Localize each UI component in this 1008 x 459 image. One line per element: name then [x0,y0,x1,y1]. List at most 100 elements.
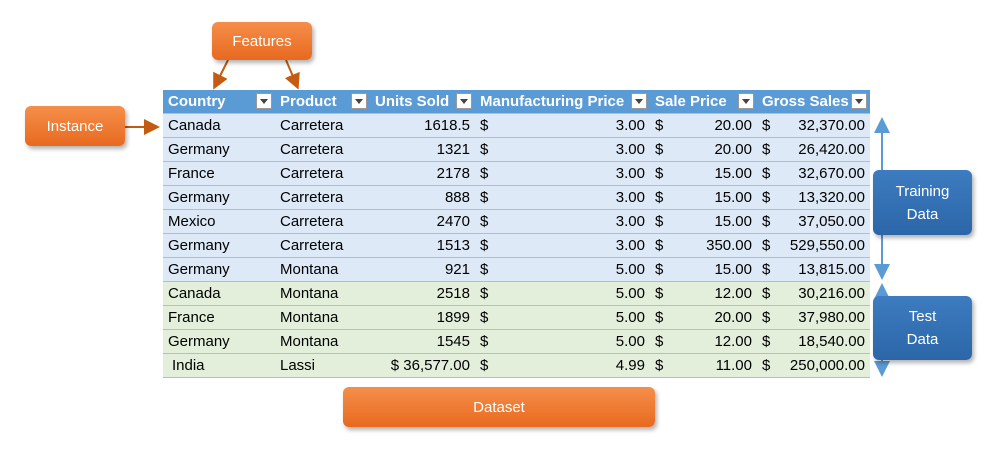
table-cell: $250,000.00 [757,354,870,377]
header-text: Product [280,93,337,110]
currency: $ [762,333,771,350]
filter-button[interactable] [456,93,472,109]
filter-button[interactable] [738,93,754,109]
currency: $ [480,141,489,158]
filter-button[interactable] [256,93,272,109]
instance-callout: Instance [25,106,125,146]
features-arrow [284,59,300,90]
table-cell: $20.00 [650,114,757,137]
table-row: Canada Carretera 1618.5 $3.00 $20.00 $32,370.… [163,114,870,138]
cell-text: 5.00 [615,333,645,350]
header-text: Units Sold [375,93,450,110]
cell-text: 20.00 [714,309,752,326]
currency: $ [762,165,771,182]
cell-text: 13,320.00 [798,189,865,206]
table-cell: $37,980.00 [757,306,870,329]
table-cell: $18,540.00 [757,330,870,353]
cell-text: Mexico [168,213,216,230]
table-cell: $3.00 [475,162,650,185]
currency: $ [655,309,664,326]
cell-text: 37,980.00 [798,309,865,326]
cell-text: 1545 [436,333,470,350]
cell-text: 1321 [436,141,470,158]
table-cell: $13,320.00 [757,186,870,209]
cell-text: Canada [168,117,221,134]
cell-text: 3.00 [615,213,645,230]
currency: $ [762,357,771,374]
table-row: Germany Montana 921 $5.00 $15.00 $13,815.00 [163,258,870,282]
table-cell: France [163,162,275,185]
cell-text: 888 [444,189,470,206]
table-cell: $15.00 [650,210,757,233]
table-cell: $13,815.00 [757,258,870,281]
currency: $ [762,285,771,302]
cell-text: 37,050.00 [798,213,865,230]
cell-text: Montana [280,309,339,326]
cell-text: Carretera [280,237,344,254]
table-cell: $26,420.00 [757,138,870,161]
currency: $ [655,237,664,254]
table-cell: $3.00 [475,186,650,209]
cell-text: 32,370.00 [798,117,865,134]
table-cell: $4.99 [475,354,650,377]
table-row: Germany Carretera 1321 $3.00 $20.00 $26,420.0… [163,138,870,162]
cell-text: 12.00 [714,285,752,302]
currency: $ [655,357,664,374]
table-cell: $5.00 [475,282,650,305]
cell-text: 11.00 [715,357,752,374]
cell-text: 921 [444,261,470,278]
filter-button[interactable] [851,93,867,109]
cell-text: Germany [168,237,230,254]
table-cell: 1618.5 [370,114,475,137]
table-cell: Carretera [275,234,370,257]
header-cell: Product [275,90,370,113]
currency: $ [480,261,489,278]
currency: $ [480,309,489,326]
cell-text: France [168,165,215,182]
table-cell: India [163,354,275,377]
table-cell: 2470 [370,210,475,233]
table-row: Canada Montana 2518 $5.00 $12.00 $30,216.00 [163,282,870,306]
cell-text: 30,216.00 [798,285,865,302]
filter-button[interactable] [351,93,367,109]
currency: $ [762,213,771,230]
table: Country Product Units Sold Manufacturing Pr… [163,90,870,378]
table-cell: $3.00 [475,138,650,161]
cell-text: 3.00 [615,237,645,254]
cell-text: 5.00 [615,285,645,302]
table-cell: $350.00 [650,234,757,257]
currency: $ [655,117,664,134]
cell-text: 32,670.00 [798,165,865,182]
cell-text: 2178 [436,165,470,182]
table-cell: $11.00 [650,354,757,377]
header-cell: Units Sold [370,90,475,113]
table-cell: 921 [370,258,475,281]
table-cell: $ 36,577.00 [370,354,475,377]
table-cell: Montana [275,282,370,305]
header-cell: Sale Price [650,90,757,113]
currency: $ [480,237,489,254]
cell-text: 15.00 [714,213,752,230]
table-row: Mexico Carretera 2470 $3.00 $15.00 $37,050.00 [163,210,870,234]
table-row: Germany Carretera 888 $3.00 $15.00 $13,320.00 [163,186,870,210]
cell-text: 5.00 [615,309,645,326]
table-cell: Canada [163,282,275,305]
cell-text: 15.00 [714,189,752,206]
cell-text: Carretera [280,117,344,134]
table-row: France Carretera 2178 $3.00 $15.00 $32,670.00 [163,162,870,186]
cell-text: Carretera [280,189,344,206]
currency: $ [480,165,489,182]
table-cell: $32,370.00 [757,114,870,137]
header-text: Manufacturing Price [480,93,625,110]
cell-text: 3.00 [615,141,645,158]
table-cell: $3.00 [475,210,650,233]
cell-text: 250,000.00 [789,357,865,374]
cell-text: Lassi [280,357,316,374]
cell-text: Montana [280,261,339,278]
table-cell: $37,050.00 [757,210,870,233]
table-cell: Germany [163,258,275,281]
filter-button[interactable] [631,93,647,109]
table-cell: Carretera [275,210,370,233]
cell-text: Germany [168,333,230,350]
